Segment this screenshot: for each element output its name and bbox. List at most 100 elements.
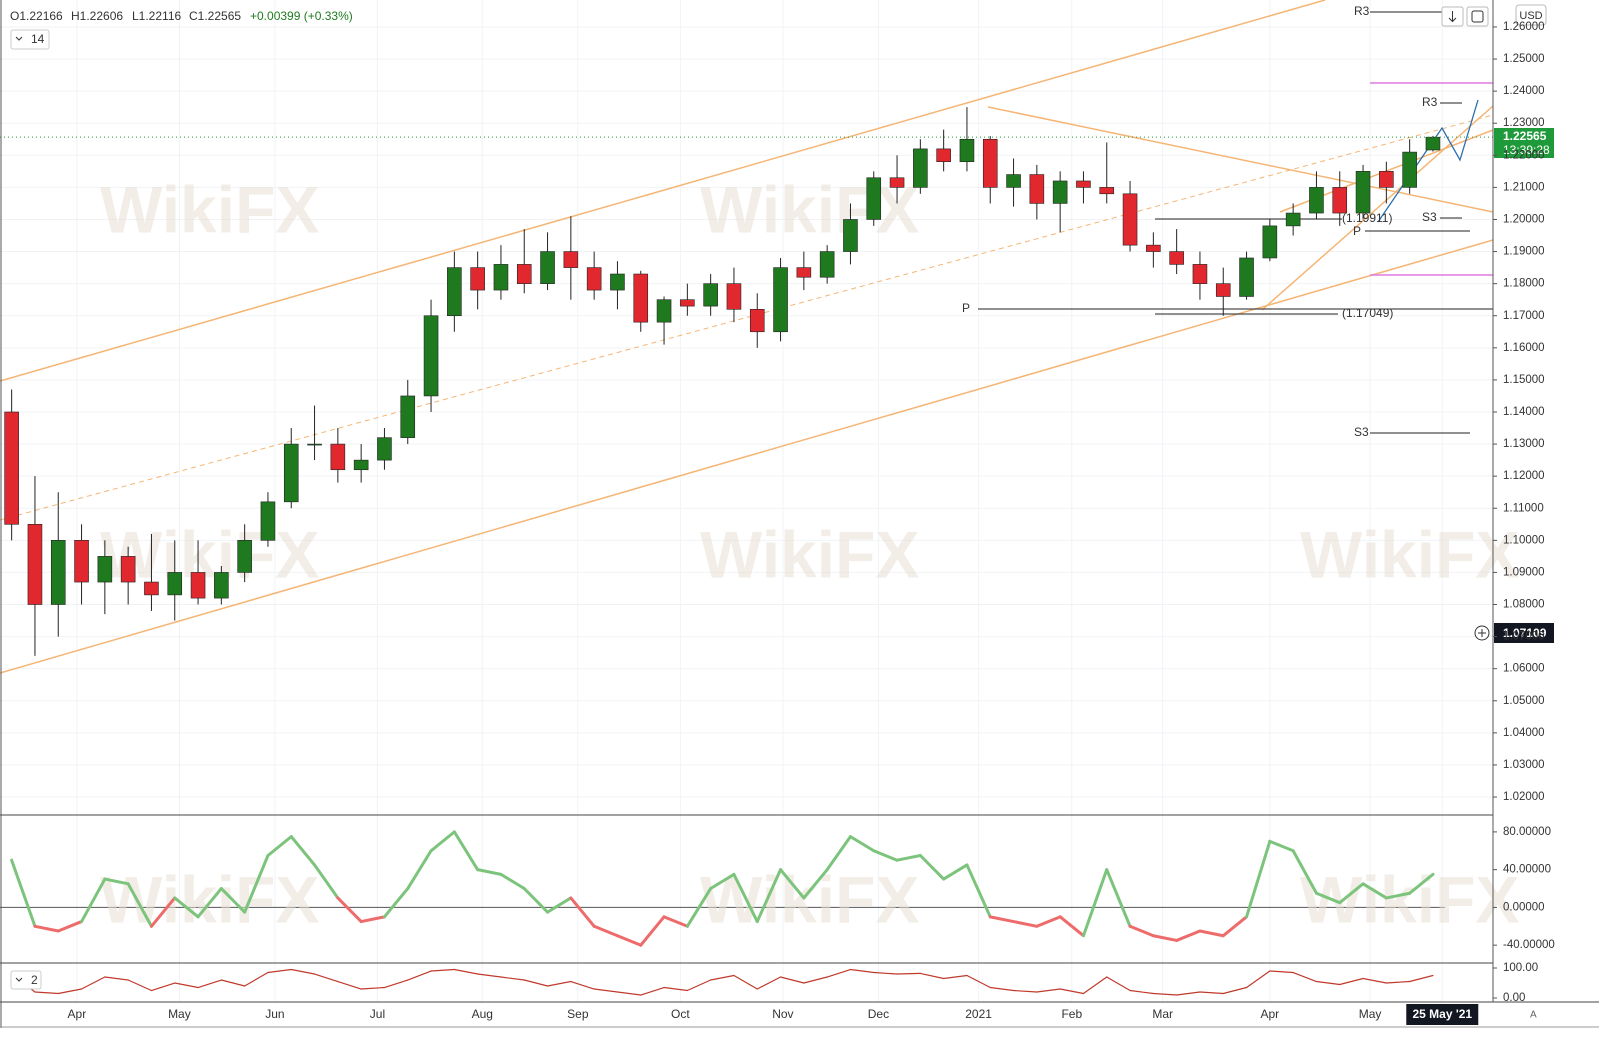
x-tick-label: Dec [868, 1007, 889, 1021]
line-segment [1385, 980, 1411, 984]
x-tick-label: Feb [1061, 1007, 1082, 1021]
line-segment [1059, 988, 1085, 995]
line-segment [1384, 891, 1412, 900]
candle-body [1122, 193, 1138, 246]
candle-body [1309, 187, 1324, 214]
line-segment [104, 976, 129, 981]
line-segment [1128, 924, 1155, 938]
line-segment [640, 986, 665, 996]
line-segment [546, 896, 573, 914]
line-segment [1081, 868, 1109, 938]
line-segment [1152, 992, 1178, 996]
indicator-toggle[interactable] [10, 970, 42, 990]
y-tick-label: 1.05000 [1503, 695, 1545, 707]
y-tick-label: 1.14000 [1503, 406, 1545, 418]
crosshair-box [1494, 623, 1554, 643]
line-segment [896, 972, 921, 975]
annotation: (1.19911) [1342, 211, 1392, 225]
line-segment [685, 887, 713, 928]
watermark: WikiFX [700, 517, 919, 591]
watermark: WikiFX [1300, 517, 1519, 591]
line-segment [1245, 839, 1272, 919]
y-tick-label: 1.22000 [1503, 149, 1545, 161]
line-segment [1082, 976, 1108, 995]
reset-button[interactable] [1466, 6, 1489, 27]
last-price: 1.22565 [1503, 129, 1547, 143]
line-segment [593, 988, 619, 993]
y-tick-label: 1.23000 [1503, 117, 1545, 129]
annotation: R3 [1422, 95, 1438, 109]
line-segment [1338, 882, 1365, 905]
line-segment [802, 868, 829, 900]
line-segment [243, 853, 270, 914]
ohlc-high: H1.22606 [71, 9, 123, 23]
candle-body [773, 267, 788, 333]
line-segment [779, 868, 806, 900]
x-tick-label: May [1359, 1007, 1382, 1021]
line-segment [266, 835, 293, 857]
watermark: WikiFX [100, 517, 319, 591]
x-tick-label: Aug [472, 1007, 493, 1021]
line-segment [174, 982, 199, 989]
line-segment [1269, 970, 1294, 974]
line-segment [1198, 929, 1225, 938]
line-segment [826, 968, 852, 978]
watermark: WikiFX [700, 862, 919, 936]
line-segment [1058, 915, 1085, 938]
y-tick-label: 1.03000 [1503, 759, 1545, 771]
line-segment [989, 986, 1015, 992]
line-segment [732, 872, 759, 924]
candle-body [1006, 174, 1021, 188]
x-tick-label: Jul [370, 1007, 385, 1021]
icon [1478, 629, 1486, 637]
line-segment [127, 979, 153, 992]
line-segment [57, 988, 83, 995]
candle-body [1192, 264, 1208, 284]
x-tick-label: Apr [68, 1007, 87, 1021]
chevron [15, 36, 23, 41]
line-segment [523, 979, 549, 987]
candle-body [936, 148, 951, 163]
y-tick-label: 0.00000 [1503, 901, 1545, 913]
line-segment [966, 974, 991, 989]
line-segment [848, 835, 876, 853]
line-segment [1012, 989, 1038, 993]
line-segment [1151, 934, 1179, 942]
line-segment [662, 915, 689, 928]
panel-frame [0, 0, 1599, 1028]
line-segment [1036, 988, 1061, 993]
candle-body [1052, 180, 1068, 204]
line-segment [710, 974, 735, 981]
auto-scale[interactable]: A [1530, 1010, 1537, 1021]
line-segment [1105, 868, 1132, 928]
line-segment [289, 835, 317, 867]
currency-button[interactable] [1515, 4, 1547, 26]
candle-body [889, 177, 905, 188]
line-segment [33, 924, 60, 933]
candle-body [167, 572, 183, 596]
candle-body [959, 138, 975, 163]
line-segment [1339, 977, 1364, 986]
watermark: WikiFX [100, 862, 319, 936]
candle-body [586, 267, 602, 291]
annotations: R3 P R3 S3 (1.19911) (1.17049) P S3 [962, 4, 1438, 439]
line-segment [546, 980, 572, 987]
candle-body [1169, 251, 1184, 265]
line-segment [686, 979, 712, 992]
line-segment [895, 853, 922, 862]
indicator-toggle[interactable] [10, 29, 50, 50]
candle-body [120, 556, 136, 583]
line-segment [244, 971, 269, 987]
line-segment [825, 835, 852, 872]
line-segment [360, 986, 386, 990]
line-segment [430, 968, 455, 972]
line-segment [803, 976, 828, 984]
line-segment [965, 863, 992, 919]
line-segment [406, 849, 433, 891]
y-tick-label: 1.10000 [1503, 534, 1545, 546]
y-tick-label: 1.18000 [1503, 278, 1545, 290]
line-segment [639, 915, 666, 947]
annotation: (1.17049) [1342, 306, 1393, 320]
line-segment [407, 970, 432, 981]
